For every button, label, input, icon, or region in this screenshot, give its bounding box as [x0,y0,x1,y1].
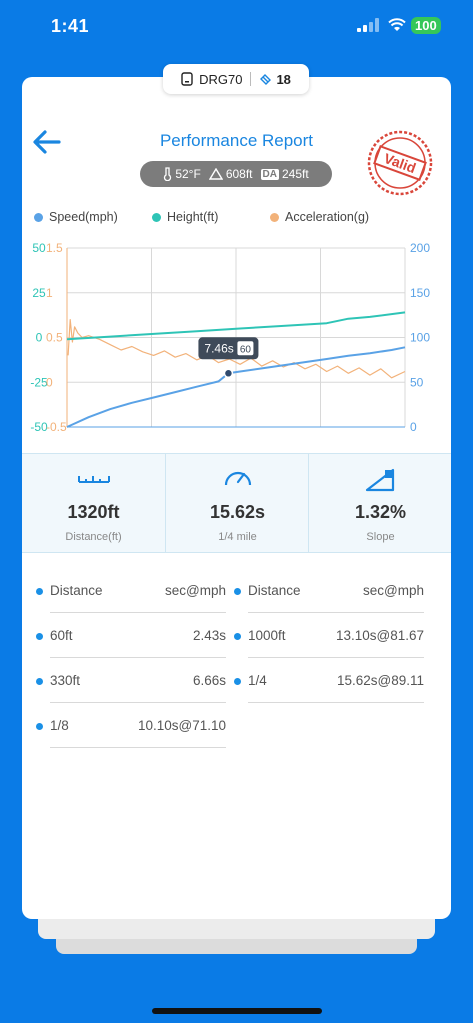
stats-panel: 1320ft Distance(ft) 15.62s 1/4 mile 1.32… [22,453,451,553]
satellite-count: 18 [276,71,291,87]
table-row: 1000ft 13.10s@81.67 [234,622,424,666]
legend-acceleration-swatch [270,212,279,222]
table-row: 1/8 10.10s@71.10 [36,712,226,756]
y-tick-label-height: 25 [32,286,46,300]
y-tick-label-height: 0 [36,331,43,345]
density-altitude: DA 245ft [260,167,309,181]
slope-icon [309,466,451,496]
device-pill[interactable]: DRG70 18 [163,64,309,94]
stat-quarter-mile: 15.62s 1/4 mile [165,454,309,552]
stat-slope-value: 1.32% [354,502,407,522]
y-tick-label-height: -25 [30,375,48,389]
tooltip-marker [223,368,234,379]
legend-speed-label: Speed(mph) [49,210,118,224]
legend-height[interactable]: Height(ft) [152,210,218,224]
temperature-value: 52°F [175,167,201,181]
speedometer-icon [166,466,309,496]
temperature: 52°F [163,167,201,181]
status-bar: 1:41 100 [0,0,473,54]
page-title: Performance Report [159,131,314,150]
stat-time-label: 1/4 mile [218,531,257,543]
altitude: 608ft [208,167,253,181]
table-header-left: Distance sec@mph [36,577,226,621]
altitude-value: 608ft [225,167,253,181]
y-tick-label-speed: 0 [410,420,417,434]
table-row: 330ft 6.66s [36,667,226,711]
home-indicator [152,1008,322,1014]
back-arrow-icon[interactable] [32,129,62,155]
stat-distance-value: 1320ft [67,502,120,522]
cellular-signal-icon [357,18,379,37]
stat-slope: 1.32% Slope [308,454,451,552]
table-row: 60ft 2.43s [36,622,226,666]
legend-speed[interactable]: Speed(mph) [34,210,118,224]
stat-slope-label: Slope [366,531,395,543]
speed-line [66,346,406,428]
y-tick-label-speed: 200 [410,241,430,255]
density-altitude-value: 245ft [281,167,309,181]
tooltip-badge [237,341,254,356]
y-tick-label-height: 50 [32,241,46,255]
legend-acceleration-label: Acceleration(g) [285,210,370,224]
legend-height-swatch [152,212,161,222]
stat-distance: 1320ft Distance(ft) [22,454,165,552]
status-time: 1:41 [51,16,90,36]
thermometer-icon [164,167,172,181]
y-tick-label-acceleration: 1.5 [46,241,63,255]
y-tick-label-acceleration: 1 [46,286,53,300]
device-name: DRG70 [199,71,243,87]
ruler-icon [22,466,165,496]
tooltip-time: 7.46s [204,341,233,355]
divider [250,72,252,86]
wifi-icon [388,18,406,37]
table-header-right: Distance sec@mph [234,577,424,621]
y-tick-label-speed: 150 [410,286,430,300]
performance-chart[interactable]: 50250-25-501.510.50-0.52001501005007.46s… [22,232,451,437]
mountain-icon [208,168,223,180]
tooltip-value: 60 [240,344,252,355]
da-badge: DA [260,168,279,180]
battery-indicator: 100 [411,17,441,34]
card-stack-shadow [38,915,435,939]
device-icon [181,72,193,86]
y-tick-label-acceleration: 0.5 [46,331,63,345]
valid-stamp: Valid [366,129,434,202]
legend-speed-swatch [34,212,43,222]
stat-time-value: 15.62s [209,502,266,522]
y-tick-label-acceleration: -0.5 [46,420,67,434]
satellite-icon [260,73,272,85]
y-tick-label-height: -50 [30,420,48,434]
height-line [66,311,406,341]
table-row: 1/4 15.62s@89.11 [234,667,424,711]
y-tick-label-acceleration: 0 [46,375,53,389]
conditions-pill: 52°F 608ft DA 245ft [140,161,332,187]
y-tick-label-speed: 100 [410,331,430,345]
legend-acceleration[interactable]: Acceleration(g) [270,210,369,224]
performance-report-card: Performance Report Valid 52°F 608ft DA 2… [22,77,451,919]
legend-height-label: Height(ft) [167,210,219,224]
stat-distance-label: Distance(ft) [65,531,122,543]
y-tick-label-speed: 50 [410,375,424,389]
